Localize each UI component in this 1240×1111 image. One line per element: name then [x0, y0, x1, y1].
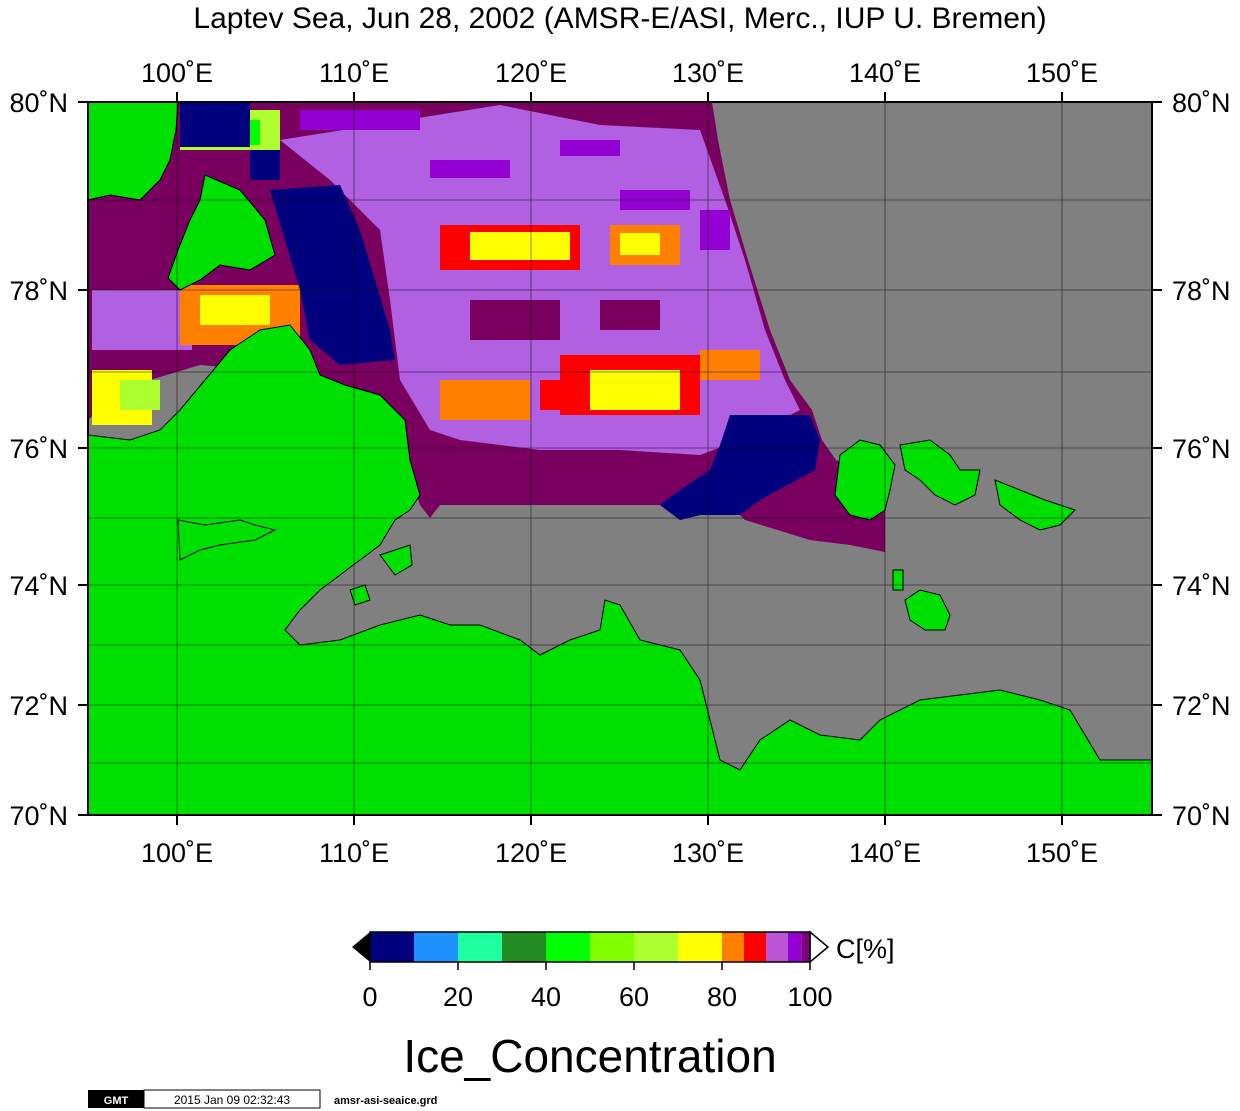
colorbar-segment: [458, 932, 502, 962]
variable-name: Ice_Concentration: [403, 1030, 776, 1082]
colorbar-unit: C[%]: [836, 934, 895, 964]
lon-labels-top: 100˚E 110˚E 120˚E 130˚E 140˚E 150˚E: [141, 58, 1098, 88]
open-water-polynya-west: [270, 185, 395, 365]
colorbar-segment: [788, 932, 802, 962]
colorbar-segment: [590, 932, 634, 962]
colorbar-segment: [722, 932, 744, 962]
colorbar-segment: [678, 932, 722, 962]
land-island-small-c: [349, 584, 371, 606]
lon-label: 110˚E: [319, 838, 389, 868]
lat-label: 70˚N: [9, 801, 68, 831]
graticule: [88, 102, 1152, 815]
grid-filename: amsr-asi-seaice.grd: [334, 1095, 437, 1107]
lon-label: 140˚E: [849, 58, 921, 88]
colorbar: C[%] 0 20 40 60 80 100: [352, 930, 895, 1012]
colorbar-segment: [546, 932, 590, 962]
lat-label: 78˚N: [9, 276, 68, 306]
colorbar-segment: [744, 932, 766, 962]
lat-label: 72˚N: [1172, 691, 1231, 721]
map-frame: [87, 101, 1153, 816]
map-area: [87, 101, 1153, 816]
gmt-timestamp: GMT 2015 Jan 09 02:32:43 amsr-asi-seaice…: [88, 1089, 437, 1109]
lat-label: 74˚N: [1172, 571, 1231, 601]
lat-label: 80˚N: [1172, 88, 1231, 118]
lat-label: 72˚N: [9, 691, 68, 721]
colorbar-tick: 60: [619, 982, 649, 1012]
colorbar-tick: 80: [707, 982, 737, 1012]
gmt-logo: GMT: [104, 1095, 129, 1107]
map-title: Laptev Sea, Jun 28, 2002 (AMSR-E/ASI, Me…: [193, 2, 1046, 35]
open-water-north: [180, 102, 250, 147]
colorbar-segment: [634, 932, 678, 962]
open-water-polynya-east: [660, 415, 820, 520]
land-island-lyakhovsky: [904, 589, 951, 631]
colorbar-frame: [369, 931, 811, 963]
land-island-small-a: [892, 569, 904, 591]
colorbar-tick: 100: [787, 982, 832, 1012]
colorbar-ticks: 0 20 40 60 80 100: [362, 982, 832, 1012]
lon-label: 150˚E: [1026, 838, 1098, 868]
timestamp-box: [143, 1089, 321, 1109]
lat-label: 74˚N: [9, 571, 68, 601]
land-island-small-b: [379, 544, 413, 576]
colorbar-segment: [370, 932, 414, 962]
colorbar-under-triangle: [352, 932, 370, 962]
colorbar-segments: [370, 932, 810, 962]
lon-label: 130˚E: [672, 838, 744, 868]
lat-label: 76˚N: [1172, 434, 1231, 464]
colorbar-tick: 40: [531, 982, 561, 1012]
land-kotelny-island: [834, 439, 896, 521]
land-taymyr-west-bay: [177, 519, 277, 561]
lon-label: 100˚E: [141, 58, 213, 88]
timestamp-text: 2015 Jan 09 02:32:43: [174, 1093, 290, 1107]
lat-label: 76˚N: [9, 434, 68, 464]
lat-label: 70˚N: [1172, 801, 1231, 831]
gmt-logo-box: [88, 1090, 144, 1108]
lon-label: 140˚E: [849, 838, 921, 868]
lon-label: 120˚E: [495, 838, 567, 868]
colorbar-tick: 0: [362, 982, 377, 1012]
colorbar-segment: [414, 932, 458, 962]
frame-ticks: [78, 92, 1162, 825]
land-new-siberia-island-a: [899, 439, 981, 506]
colorbar-tick: 20: [443, 982, 473, 1012]
lon-label: 100˚E: [141, 838, 213, 868]
colorbar-over-triangle: [809, 930, 830, 964]
lat-labels-left: 80˚N 78˚N 76˚N 74˚N 72˚N 70˚N: [9, 88, 68, 831]
land-severnaya-zemlya: [167, 174, 276, 291]
colorbar-segment: [502, 932, 546, 962]
land-new-siberia-island-b: [994, 479, 1076, 531]
lon-label: 110˚E: [319, 58, 389, 88]
lon-label: 150˚E: [1026, 58, 1098, 88]
lon-labels-bottom: 100˚E 110˚E 120˚E 130˚E 140˚E 150˚E: [141, 838, 1098, 868]
lat-label: 78˚N: [1172, 276, 1231, 306]
colorbar-segment: [801, 932, 810, 962]
lon-label: 130˚E: [672, 58, 744, 88]
colorbar-segment: [766, 932, 788, 962]
lat-labels-right: 80˚N 78˚N 76˚N 74˚N 72˚N 70˚N: [1172, 88, 1231, 831]
lat-label: 80˚N: [9, 88, 68, 118]
lon-label: 120˚E: [495, 58, 567, 88]
